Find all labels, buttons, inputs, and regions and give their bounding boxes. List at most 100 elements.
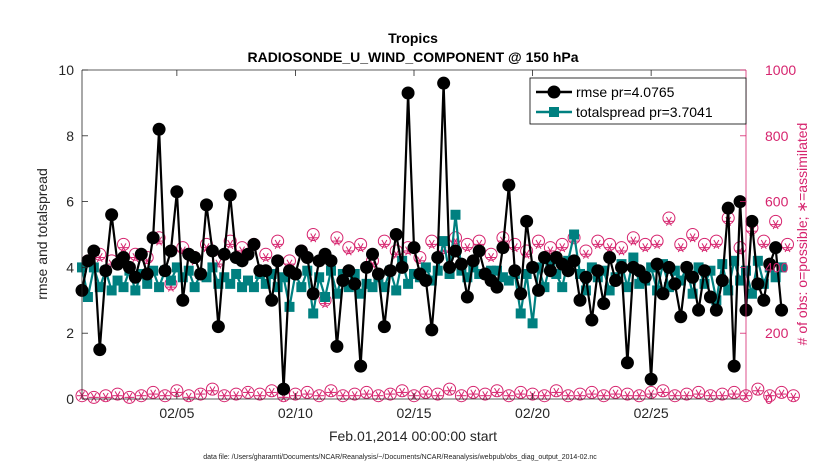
rmse-point [371, 267, 385, 281]
totalspread-point [278, 272, 289, 283]
assimilated-obs-point [302, 389, 313, 399]
legend-rmse-label: rmse pr=4.0765 [576, 84, 675, 100]
assimilated-obs-point [444, 386, 455, 396]
possible-obs-point [769, 214, 783, 228]
possible-obs-point [194, 387, 208, 401]
totalspread-point [213, 278, 224, 289]
possible-obs-point [686, 228, 700, 241]
assimilated-obs-point [420, 389, 431, 399]
assimilated-obs-point [663, 216, 674, 226]
possible-obs-point [698, 237, 711, 251]
rmse-point [437, 76, 451, 90]
assimilated-obs-point [770, 220, 781, 230]
assimilated-obs-point [622, 391, 633, 401]
possible-obs-point [259, 247, 273, 261]
possible-obs-point [757, 234, 771, 248]
y2-tick-label: 800 [765, 128, 789, 144]
possible-obs-point [443, 382, 457, 396]
assimilated-obs-point [758, 239, 769, 249]
rmse-point [164, 244, 178, 258]
totalspread-point [717, 259, 728, 270]
rmse-point [117, 251, 130, 265]
rmse-point [508, 264, 522, 278]
rmse-point [277, 382, 291, 396]
assimilated-obs-point [533, 239, 544, 249]
assimilated-obs-point [331, 236, 342, 246]
assimilated-obs-point [308, 233, 319, 243]
rmse-point [537, 251, 551, 265]
assimilated-obs-point [776, 389, 787, 399]
totalspread-point [515, 308, 526, 319]
possible-obs-point [656, 384, 670, 398]
possible-obs-point [520, 244, 534, 258]
assimilated-obs-point [314, 391, 325, 401]
assimilated-obs-point [231, 391, 242, 401]
totalspread-point [497, 272, 508, 283]
possible-obs-point [543, 241, 557, 255]
rmse-point [650, 257, 664, 271]
totalspread-point [699, 278, 710, 289]
assimilated-obs-point [752, 386, 763, 396]
rmse-point [306, 287, 320, 301]
possible-obs-point [134, 389, 148, 403]
assimilated-obs-point [598, 391, 609, 401]
rmse-point [698, 264, 711, 278]
assimilated-obs-point [195, 389, 206, 399]
rmse-point [265, 293, 279, 307]
rmse-point [205, 244, 219, 258]
rmse-point [775, 303, 789, 317]
rmse-point [383, 264, 397, 278]
assimilated-obs-point [225, 239, 236, 249]
totalspread-point [349, 268, 360, 279]
rmse-point [81, 254, 95, 268]
assimilated-obs-point [586, 389, 597, 399]
possible-obs-point [632, 389, 646, 403]
legend-box [529, 77, 747, 125]
x-tick-label: 02/10 [278, 405, 313, 421]
possible-obs-point [591, 234, 605, 248]
possible-obs-point [460, 237, 474, 251]
rmse-point [288, 267, 302, 281]
assimilated-obs-point [207, 386, 218, 396]
assimilated-obs-point [326, 387, 336, 398]
x-axis-label: Feb.01,2014 00:00:00 start [329, 428, 497, 444]
rmse-point [140, 267, 154, 281]
possible-obs-point [342, 241, 356, 255]
totalspread-point [308, 308, 319, 319]
assimilated-obs-point [539, 391, 550, 401]
rmse-point [188, 251, 202, 265]
assimilated-obs-point [764, 391, 775, 401]
x-tick-label: 02/15 [396, 405, 431, 421]
rmse-point [567, 254, 581, 268]
totalspread-point [492, 265, 502, 276]
rmse-point [158, 264, 172, 278]
assimilated-obs-point [705, 391, 716, 401]
possible-obs-point [638, 237, 652, 251]
totalspread-point [663, 282, 674, 293]
totalspread-point [711, 295, 722, 306]
totalspread-point [106, 285, 117, 296]
assimilated-obs-point [486, 252, 497, 263]
legend-totalspread-marker [549, 107, 559, 117]
totalspread-point [622, 282, 633, 293]
rmse-point [686, 270, 700, 284]
totalspread-point [634, 278, 645, 289]
totalspread-point [320, 292, 331, 303]
assimilated-obs-point [100, 392, 111, 402]
assimilated-obs-point [563, 391, 574, 401]
totalspread-point [189, 282, 200, 293]
rmse-point [176, 293, 190, 307]
assimilated-obs-point [361, 389, 372, 399]
assimilated-obs-point [669, 391, 680, 401]
rmse-point [466, 254, 480, 268]
totalspread-point [776, 262, 787, 273]
assimilated-obs-point [373, 391, 384, 401]
rmse-point [146, 231, 160, 245]
y2-tick-label: 0 [765, 391, 773, 407]
rmse-point [152, 122, 166, 136]
rmse-point [496, 241, 510, 255]
legend: rmse pr=4.0765 totalspread pr=3.7041 [529, 77, 747, 125]
totalspread-point [580, 285, 591, 296]
assimilated-obs-point [272, 239, 283, 249]
totalspread-point [456, 265, 467, 276]
